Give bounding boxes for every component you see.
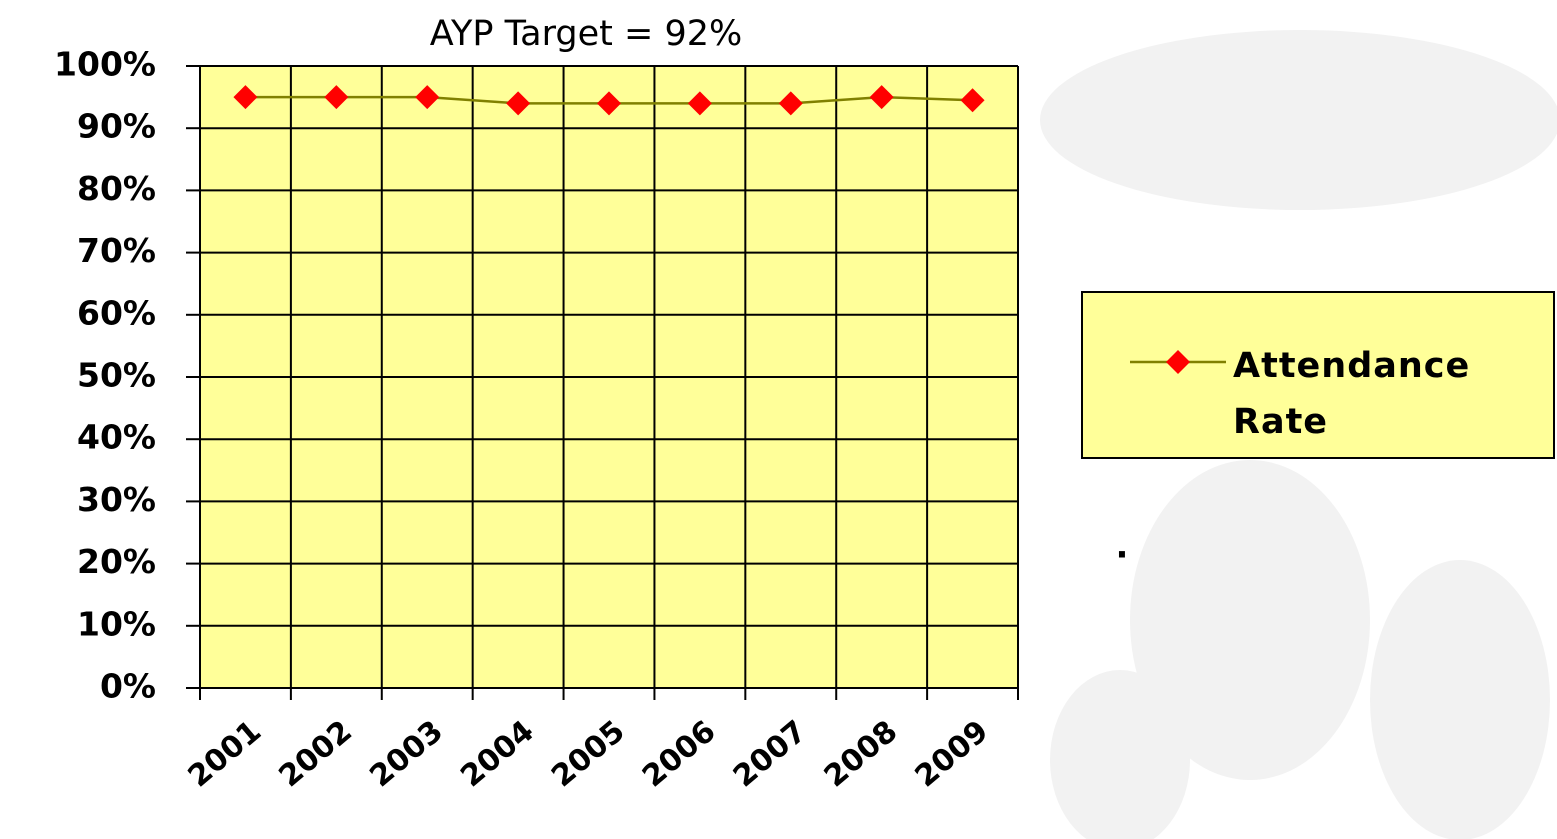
y-tick-label: 50% bbox=[77, 356, 156, 395]
point-marker bbox=[415, 85, 440, 110]
legend-marker bbox=[1166, 350, 1190, 374]
x-tick-label: 2007 bbox=[727, 714, 813, 794]
y-tick-label: 90% bbox=[77, 107, 156, 146]
x-tick-label: 2008 bbox=[818, 714, 904, 794]
y-tick-label: 30% bbox=[77, 480, 156, 519]
legend-box bbox=[1081, 291, 1555, 459]
x-tick-label: 2004 bbox=[454, 714, 540, 794]
point-marker bbox=[960, 88, 985, 113]
x-tick-label: 2003 bbox=[363, 714, 449, 794]
point-marker bbox=[597, 91, 621, 116]
point-marker bbox=[687, 91, 712, 116]
x-tick-label: 2005 bbox=[545, 714, 631, 794]
point-marker bbox=[869, 85, 894, 110]
y-tick-label: 60% bbox=[77, 293, 156, 332]
y-tick-label: 80% bbox=[77, 169, 156, 208]
legend-label: Attendance Rate bbox=[1233, 346, 1471, 442]
point-marker bbox=[324, 85, 349, 110]
chart-title: AYP Target = 92% bbox=[430, 14, 743, 54]
annotation: . bbox=[1116, 527, 1129, 567]
y-tick-label: 20% bbox=[77, 542, 156, 581]
y-tick-label: 100% bbox=[54, 45, 156, 84]
y-tick-label: 70% bbox=[77, 231, 156, 270]
y-tick-label: 0% bbox=[100, 667, 156, 706]
y-tick-label: 40% bbox=[77, 418, 156, 457]
point-marker bbox=[233, 85, 258, 110]
point-marker bbox=[778, 91, 803, 116]
background-decoration bbox=[1040, 30, 1557, 839]
x-tick-label: 2006 bbox=[636, 714, 722, 794]
y-tick-label: 10% bbox=[77, 604, 156, 643]
point-marker bbox=[506, 91, 531, 116]
x-tick-label: 2002 bbox=[272, 714, 358, 794]
x-tick-label: 2001 bbox=[182, 714, 268, 794]
x-tick-label: 2009 bbox=[909, 714, 995, 794]
